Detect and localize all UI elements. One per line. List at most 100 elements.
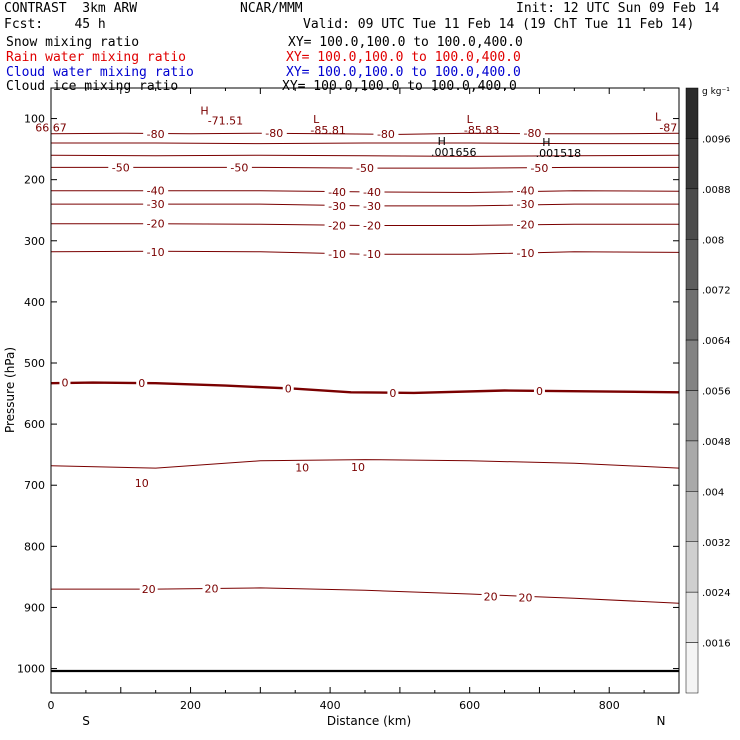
colorbar-swatch (685, 642, 699, 694)
colorbar-swatch (685, 541, 699, 593)
contour-label: 20 (142, 583, 156, 596)
header-valid: Valid: 09 UTC Tue 11 Feb 14 (19 ChT Tue … (303, 17, 695, 32)
field-name-cloud-ice: Cloud ice mixing ratio (6, 79, 179, 94)
field-name-rain: Rain water mixing ratio (6, 50, 187, 65)
contour-label-bg (352, 162, 378, 175)
contour-label: -80 (265, 127, 283, 140)
x-tick-label: 800 (599, 699, 620, 712)
contour-label-bg (202, 582, 221, 595)
contour-label-bg (359, 199, 385, 212)
contour-label-bg (324, 199, 350, 212)
colorbar-label: .0048 (702, 437, 731, 448)
contour-label: -80 (147, 128, 165, 141)
contour-label: 10 (351, 461, 365, 474)
contour-label: -10 (517, 247, 535, 260)
contour-label: 0 (138, 377, 145, 390)
field-name-cloud-water: Cloud water mixing ratio (6, 65, 194, 80)
extremum-mark: H (542, 136, 550, 149)
contour-label-bg (324, 219, 350, 232)
colorbar-swatch (685, 491, 699, 543)
colorbar-label: .0096 (702, 134, 731, 145)
contour-line (50, 459, 680, 469)
contour-label-bg (512, 218, 538, 231)
colorbar-swatch (685, 440, 699, 492)
colorbar-label: .0056 (702, 387, 731, 398)
contour-label-bg (143, 184, 169, 197)
colorbar-swatch (685, 138, 699, 190)
colorbar-swatch (685, 591, 699, 643)
extremum-value: .001518 (536, 147, 582, 160)
y-tick-label: 600 (24, 418, 45, 431)
contour-label: -20 (363, 220, 381, 233)
field-xy-snow: XY= 100.0,100.0 to 100.0,400.0 (288, 35, 523, 50)
contour-label-bg (143, 127, 169, 140)
contour-label-bg (282, 382, 294, 395)
y-tick-label: 1000 (17, 663, 45, 676)
contour-label-bg (108, 161, 134, 174)
colorbar-label: .004 (702, 487, 724, 498)
contour-label-bg (143, 198, 169, 211)
contour-label-bg (533, 385, 545, 398)
extremum-value: .001656 (431, 146, 477, 159)
field-xy-cloud-ice: XY= 100.0,100.0 to 100.0,400.0 (282, 79, 517, 94)
header-fcst: Fcst: 45 h (4, 17, 106, 32)
y-tick-label: 300 (24, 235, 45, 248)
extremum-value: -87. (659, 121, 680, 134)
header-title: CONTRAST 3km ARW (4, 1, 138, 16)
extremum-mark: H (200, 104, 208, 117)
colorbar-label: .008 (702, 235, 724, 246)
y-tick-label: 100 (24, 113, 45, 126)
contour-label: 20 (204, 583, 218, 596)
x-tick-label: 600 (459, 699, 480, 712)
contour-line (50, 381, 680, 395)
contour-line (51, 142, 679, 145)
extremum-mark: L (467, 113, 474, 126)
extremum-value: -85.83 (464, 124, 499, 137)
x-tick-label: 0 (48, 699, 55, 712)
contour-label: -10 (328, 248, 346, 261)
contour-label-bg (526, 162, 552, 175)
colorbar-label: .0064 (702, 336, 731, 347)
contour-label-bg (139, 583, 158, 596)
x-tick-label: 400 (320, 699, 341, 712)
contour-label-bg (324, 248, 350, 261)
endpoint-right: N (657, 714, 666, 728)
contour-label: -40 (147, 185, 165, 198)
colorbar-unit: g kg⁻¹ (702, 87, 730, 97)
contour-label: -40 (517, 185, 535, 198)
endpoint-left: S (82, 714, 90, 728)
contour-label-bg (512, 198, 538, 211)
contour-label: 0 (61, 377, 68, 390)
colorbar-label: .0088 (702, 185, 731, 196)
contour-label: -80 (523, 127, 541, 140)
contour-label-bg (481, 590, 500, 603)
contour-label: 0 (285, 383, 292, 396)
contour-label: 10 (135, 477, 149, 490)
field-name-snow: Snow mixing ratio (6, 35, 140, 50)
extremum-mark: L (313, 113, 320, 126)
field-xy-rain: XY= 100.0,100.0 to 100.0,400.0 (286, 50, 521, 65)
y-tick-label: 500 (24, 357, 45, 370)
contour-label-bg (387, 386, 399, 399)
contour-label-bg (516, 591, 535, 604)
y-tick-label: 700 (24, 479, 45, 492)
contour-label: -50 (112, 161, 130, 174)
contour-label: -30 (363, 200, 381, 213)
extremum-value: -85.81 (310, 124, 345, 137)
contour-label-bg (136, 377, 148, 390)
contour-label: 10 (295, 462, 309, 475)
contour-label-bg (143, 217, 169, 230)
x-axis-label: Distance (km) (327, 714, 411, 728)
contour-label: -40 (363, 186, 381, 199)
contour-label: 0 (536, 385, 543, 398)
contour-label-bg (132, 476, 151, 489)
contour-label-bg (324, 185, 350, 198)
contour-label-bg (261, 127, 287, 140)
contour-label-bg (359, 248, 385, 261)
colorbar-label: .0072 (702, 286, 731, 297)
contour-label-bg (143, 245, 169, 258)
extremum-value: -71.51 (208, 114, 243, 127)
contour-label-bg (226, 161, 252, 174)
colorbar-swatch (685, 390, 699, 442)
